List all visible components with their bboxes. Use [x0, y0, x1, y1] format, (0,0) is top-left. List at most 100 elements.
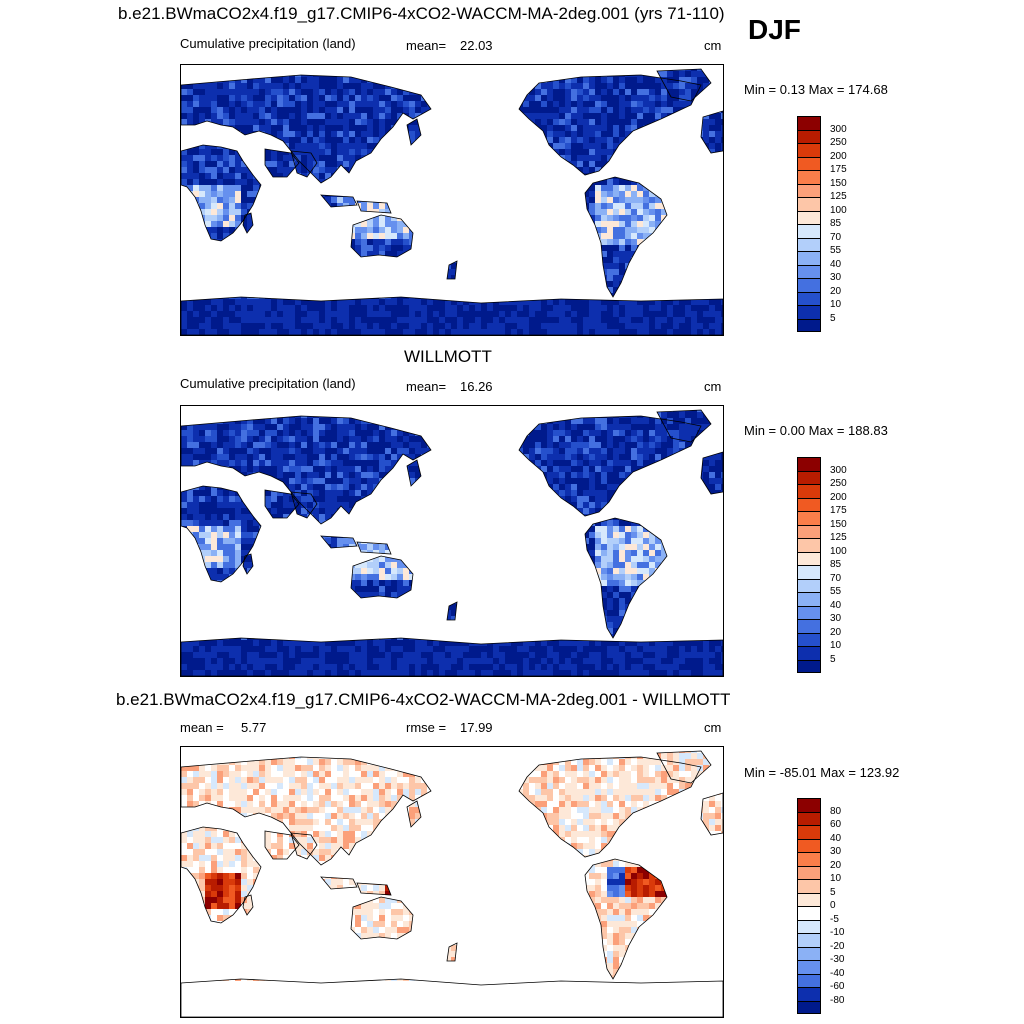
- colorbar-label: 55: [830, 245, 842, 256]
- coastline-namerica: [518, 415, 702, 517]
- colorbar-label: 20: [830, 285, 842, 297]
- coastline-india: [290, 491, 318, 519]
- colorbar-label: 30: [830, 846, 842, 857]
- coastline-madagascar: [242, 553, 254, 575]
- colorbar-swatch: [797, 116, 821, 130]
- colorbar-label: 300: [830, 123, 847, 135]
- panel2-mean-value: 16.26: [460, 379, 493, 394]
- coastline-antarctica: [181, 637, 723, 676]
- colorbar-swatch: [797, 484, 821, 498]
- land-grid: [181, 69, 723, 335]
- panel2-map: [180, 405, 724, 677]
- coastline-europe_w: [700, 110, 723, 154]
- panel2-range: Min = 0.00 Max = 188.83: [744, 423, 888, 438]
- colorbar-swatch: [797, 143, 821, 157]
- coastline-greenland: [656, 68, 712, 102]
- colorbar-label: -5: [830, 913, 839, 925]
- colorbar-swatch: [797, 197, 821, 211]
- colorbar-label: 175: [830, 505, 847, 516]
- colorbar-label: 175: [830, 164, 847, 175]
- obs-title: WILLMOTT: [404, 347, 492, 366]
- map-svg: [181, 68, 723, 335]
- panel3-units: cm: [704, 720, 722, 735]
- coastline-indonesia: [320, 876, 392, 896]
- coastline-arabia: [264, 489, 300, 519]
- colorbar-swatch: [797, 264, 821, 278]
- colorbar-swatch: [797, 291, 821, 305]
- colorbar-swatch: [797, 251, 821, 265]
- colorbar-label: 60: [830, 819, 842, 830]
- colorbar-label: 125: [830, 191, 847, 202]
- coastline-nz: [446, 601, 458, 621]
- colorbar-swatch: [797, 305, 821, 319]
- coastline-india: [290, 150, 318, 178]
- panel2-units: cm: [704, 379, 722, 394]
- colorbar-swatch: [797, 933, 821, 947]
- colorbar-swatch: [797, 946, 821, 960]
- colorbar-swatch: [797, 919, 821, 933]
- coastline-samerica: [584, 517, 668, 639]
- colorbar-label: 5: [830, 886, 836, 898]
- colorbar-swatch: [797, 156, 821, 170]
- coastline-australia: [350, 896, 414, 940]
- colorbar-label: 55: [830, 586, 842, 597]
- colorbar-swatch: [797, 538, 821, 552]
- coastline-namerica: [518, 756, 702, 858]
- colorbar-swatch: [797, 987, 821, 1001]
- coastline-japan: [406, 118, 422, 146]
- colorbar-label: 40: [830, 599, 842, 611]
- colorbar-label: 300: [830, 464, 847, 476]
- colorbar-swatch: [797, 237, 821, 251]
- colorbar-swatch: [797, 852, 821, 866]
- colorbar-swatch: [797, 565, 821, 579]
- colorbar-swatch: [797, 457, 821, 471]
- colorbar-swatch: [797, 605, 821, 619]
- panel3-map: [180, 746, 724, 1018]
- panel1-units: cm: [704, 38, 722, 53]
- panel2-mean-label: mean=: [406, 379, 447, 394]
- colorbar-label: 20: [830, 626, 842, 638]
- colorbar-swatch: [797, 906, 821, 920]
- colorbar-swatch: [797, 470, 821, 484]
- coastline-greenland: [656, 750, 712, 784]
- coastline-australia: [350, 214, 414, 258]
- colorbar-label: 250: [830, 478, 847, 489]
- colorbar-label: 250: [830, 137, 847, 148]
- colorbar-swatch: [797, 224, 821, 238]
- colorbar-swatch: [797, 129, 821, 143]
- colorbar-label: 125: [830, 532, 847, 543]
- colorbar-label: 0: [830, 900, 836, 911]
- case-title: b.e21.BWmaCO2x4.f19_g17.CMIP6-4xCO2-WACC…: [118, 4, 725, 23]
- coastline-samerica: [584, 858, 668, 980]
- coastline-indonesia: [320, 535, 392, 555]
- colorbar-label: 10: [830, 640, 842, 651]
- colorbar-swatch: [797, 619, 821, 633]
- colorbar-label: 30: [830, 613, 842, 624]
- coastline-greenland: [656, 409, 712, 443]
- panel3-rmse-label: rmse =: [406, 720, 447, 735]
- panel3-rmse-value: 17.99: [460, 720, 493, 735]
- colorbar-label: 150: [830, 518, 847, 530]
- map-svg: [181, 409, 723, 676]
- colorbar-swatch: [797, 278, 821, 292]
- coastline-arabia: [264, 830, 300, 860]
- colorbar-label: -10: [830, 927, 845, 938]
- panel3-mean-value: 5.77: [241, 720, 267, 735]
- colorbar-swatch: [797, 646, 821, 660]
- colorbar-swatch: [797, 170, 821, 184]
- coastline-australia: [350, 555, 414, 599]
- colorbar-label: 85: [830, 559, 842, 570]
- coastline-japan: [406, 459, 422, 487]
- coastline-antarctica: [181, 296, 723, 335]
- season-label: DJF: [748, 14, 801, 45]
- colorbar-swatch: [797, 811, 821, 825]
- coastline-nz: [446, 260, 458, 280]
- colorbar-swatch: [797, 973, 821, 987]
- colorbar-swatch: [797, 318, 821, 332]
- colorbar-swatch: [797, 551, 821, 565]
- colorbar-label: 40: [830, 258, 842, 270]
- colorbar-label: 70: [830, 572, 842, 584]
- colorbar-label: 80: [830, 805, 842, 817]
- coastline-japan: [406, 800, 422, 828]
- colorbar-swatch: [797, 592, 821, 606]
